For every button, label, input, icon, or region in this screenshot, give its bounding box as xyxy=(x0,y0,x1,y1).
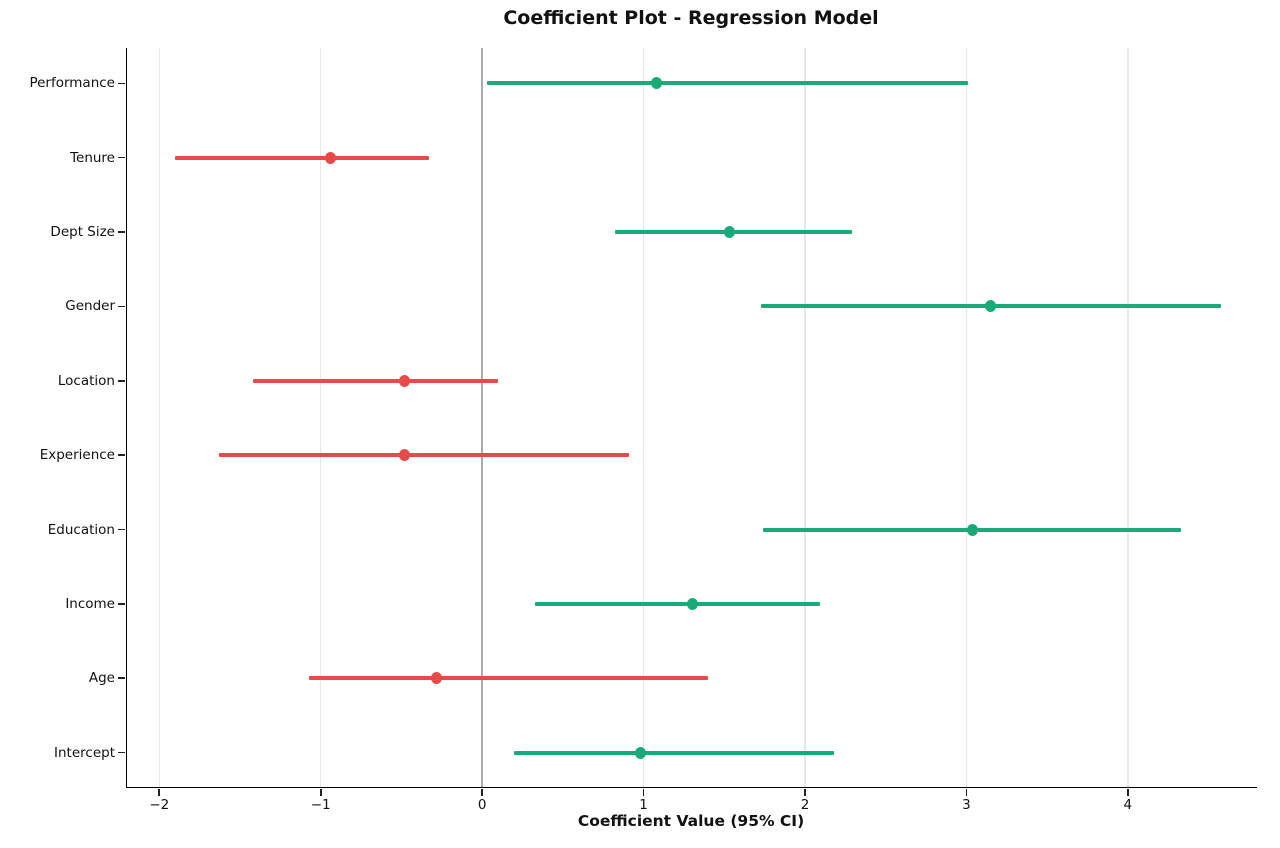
x-tick-label: 1 xyxy=(639,797,648,813)
ci-line-intercept xyxy=(514,750,835,755)
coefficient-dot-location xyxy=(399,374,411,387)
ci-line-location xyxy=(252,378,499,383)
coefficient-dot-performance xyxy=(650,77,662,90)
y-tick-label: Tenure xyxy=(70,149,115,166)
y-tick-label: Income xyxy=(65,595,115,612)
y-tick-label: Dept Size xyxy=(50,224,115,241)
coefficient-dot-income xyxy=(686,597,698,610)
coefficient-dot-dept-size xyxy=(723,226,735,239)
y-tick-label: Performance xyxy=(29,75,115,92)
coefficient-dot-experience xyxy=(399,449,411,462)
y-axis-tick xyxy=(118,603,125,605)
y-axis-tick xyxy=(118,231,125,233)
ci-line-performance xyxy=(486,81,969,86)
coefficient-dot-age xyxy=(431,672,443,685)
y-axis-tick xyxy=(118,454,125,456)
y-tick-label: Gender xyxy=(65,298,115,315)
coefficient-dot-intercept xyxy=(634,746,646,759)
y-tick-label: Intercept xyxy=(54,744,115,761)
x-axis-tick xyxy=(804,788,806,796)
x-axis-tick xyxy=(319,788,322,796)
y-tick-label: Education xyxy=(47,521,115,538)
x-tick-label: 3 xyxy=(962,797,971,813)
chart-title: Coefficient Plot - Regression Model xyxy=(503,7,879,29)
y-tick-label: Age xyxy=(88,670,115,687)
y-axis-tick xyxy=(118,305,125,308)
x-tick-label: 2 xyxy=(800,797,810,813)
x-tick-label: −1 xyxy=(310,797,331,813)
x-tick-label: 4 xyxy=(1123,797,1133,813)
x-axis-label: Coefficient Value (95% CI) xyxy=(577,812,805,830)
ci-line-income xyxy=(535,601,820,606)
zero-reference-line xyxy=(481,48,483,787)
gridline-x-2 xyxy=(804,48,806,787)
ci-line-experience xyxy=(219,453,630,458)
coefficient-dot-gender xyxy=(985,300,997,313)
x-axis-tick xyxy=(1127,788,1129,796)
gridline-x--2 xyxy=(158,48,161,787)
y-axis-tick xyxy=(118,379,125,382)
gridline-x-3 xyxy=(965,48,968,787)
x-axis-tick xyxy=(642,788,645,796)
y-axis-tick xyxy=(118,677,125,680)
plot-area: −2 −1 0 1 2 3 4 Performance Tenure Dept Size Gende… xyxy=(29,48,1257,813)
y-tick-label: Location xyxy=(57,372,115,389)
y-tick-label: Experience xyxy=(39,447,115,464)
x-tick-label: 0 xyxy=(477,797,487,813)
x-axis-tick xyxy=(158,788,161,796)
x-axis-tick xyxy=(965,788,968,796)
x-axis-tick xyxy=(481,788,483,796)
coefficient-dot-tenure xyxy=(324,151,336,164)
gridline-x-1 xyxy=(642,48,645,787)
gridline-x-4 xyxy=(1127,48,1129,787)
y-axis-tick xyxy=(118,751,125,754)
y-axis-tick xyxy=(118,528,125,531)
x-tick-label: −2 xyxy=(149,797,170,813)
y-axis-tick xyxy=(118,82,125,85)
y-axis-tick xyxy=(118,156,125,159)
ci-line-tenure xyxy=(175,155,429,160)
ci-line-age xyxy=(309,676,709,681)
gridline-x--1 xyxy=(319,48,322,787)
coefficient-dot-education xyxy=(967,523,979,536)
